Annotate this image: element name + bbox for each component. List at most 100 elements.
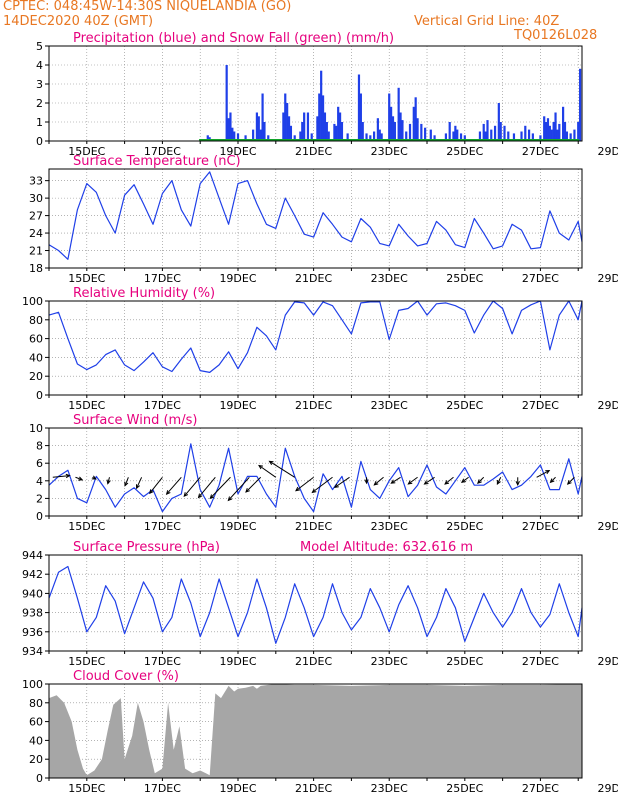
- x-tick-label: 17DEC: [144, 782, 181, 795]
- x-tick-label: 15DEC: [68, 655, 105, 668]
- precip-bar: [340, 122, 344, 141]
- x-tick-label: 23DEC: [371, 399, 408, 412]
- wind-arrow-head: [295, 486, 300, 492]
- precip-bar: [454, 125, 457, 141]
- precip-bar: [520, 131, 523, 141]
- y-tick-label: 20: [29, 370, 43, 383]
- wind-arrow-head: [515, 481, 520, 486]
- x-tick-label: 19DEC: [219, 145, 256, 158]
- precip-bar: [310, 133, 313, 141]
- precip-bar: [380, 133, 383, 141]
- snowfall-bar: [312, 139, 353, 141]
- panel-1: 0 1 2 3 4 5 15DEC 17DEC 19DEC 21DEC 23DEC 25DEC 27DE…: [36, 31, 618, 158]
- wind-arrow-head: [566, 480, 572, 485]
- precip-bar: [303, 112, 306, 141]
- panel-frame: [48, 168, 583, 269]
- precip-bar: [490, 129, 493, 141]
- precip-bar: [554, 112, 557, 141]
- precip-bar: [448, 122, 451, 141]
- x-tick-label: 19DEC: [219, 782, 256, 795]
- precip-bar: [365, 133, 368, 141]
- wind-arrow-head: [373, 481, 379, 486]
- precip-bar: [316, 116, 319, 141]
- precip-bar: [206, 135, 209, 141]
- precip-bar: [493, 125, 497, 141]
- precip-bar: [320, 70, 323, 141]
- panel-frame: [48, 427, 583, 517]
- precip-bar: [289, 125, 293, 141]
- wind-arrow: [136, 477, 143, 489]
- panel-title: Surface Wind (m/s): [73, 413, 197, 428]
- precip-bar: [286, 103, 289, 141]
- wind-arrow-head: [545, 470, 551, 475]
- wind-arrow: [166, 476, 182, 495]
- wind-arrow-head: [496, 479, 501, 486]
- wind-arrow-head: [477, 479, 482, 484]
- precip-bar: [486, 120, 489, 141]
- panel-5: 934 936 938 940 942 944 15DEC 17DEC 19DEC 21DEC 23…: [22, 540, 618, 668]
- precip-bar: [327, 131, 330, 141]
- snowfall-bar: [501, 139, 542, 141]
- precip-bar: [244, 135, 247, 141]
- y-tick-label: 938: [22, 607, 43, 620]
- wind-arrow: [444, 476, 454, 485]
- precip-bar: [548, 125, 551, 141]
- x-tick-label: 25DEC: [446, 655, 483, 668]
- precip-bar: [359, 93, 362, 141]
- y-tick-label: 936: [22, 626, 43, 639]
- precip-bar: [252, 129, 255, 141]
- precip-bar: [550, 129, 553, 141]
- precip-bar: [524, 125, 527, 141]
- x-tick-label: 19DEC: [219, 272, 256, 285]
- y-tick-label: 60: [29, 333, 43, 346]
- precip-bar: [318, 93, 321, 141]
- x-tick-label: 21DEC: [295, 782, 332, 795]
- precip-bar: [531, 133, 534, 141]
- x-tick-label: 23DEC: [371, 520, 408, 533]
- precip-bar: [306, 112, 310, 141]
- wind-arrow: [245, 476, 262, 493]
- panel-title: Surface Pressure (hPa): [73, 540, 220, 555]
- precip-bar: [424, 127, 427, 141]
- x-tick-label: 19DEC: [219, 399, 256, 412]
- wind-arrow: [424, 476, 435, 485]
- snowfall-bar: [388, 139, 429, 141]
- y-tick-label: 100: [22, 295, 43, 308]
- precip-bar: [573, 129, 576, 141]
- precip-bar: [408, 123, 412, 141]
- wind-arrow-head: [165, 490, 171, 495]
- precip-bar: [325, 122, 328, 141]
- wind-arrow-head: [444, 480, 450, 485]
- cloud-cover-area: [49, 684, 582, 778]
- wind-arrow: [258, 465, 277, 478]
- snowfall-bar: [236, 139, 277, 141]
- precip-bar: [512, 133, 516, 141]
- snowfall-bar: [274, 139, 315, 141]
- snowfall-bar: [425, 139, 466, 141]
- precip-bar: [456, 129, 459, 141]
- wind-arrow-head: [91, 475, 97, 480]
- x-tick-label: 17DEC: [144, 520, 181, 533]
- x-tick-label: 15DEC: [68, 145, 105, 158]
- y-tick-label: 33: [29, 175, 43, 188]
- x-tick-label: 21DEC: [295, 272, 332, 285]
- wind-arrow: [198, 476, 216, 498]
- precip-bar: [301, 122, 304, 141]
- precip-bar: [323, 112, 327, 141]
- precip-bar: [539, 135, 542, 141]
- precip-bar: [284, 93, 287, 141]
- precip-bar: [416, 118, 419, 141]
- precip-bar: [361, 122, 364, 141]
- precip-bar: [346, 133, 349, 141]
- precip-bar: [452, 131, 455, 141]
- y-tick-label: 60: [29, 716, 43, 729]
- precip-bar: [397, 87, 400, 141]
- precip-bar: [412, 106, 415, 141]
- precip-bar: [546, 118, 550, 141]
- y-tick-label: 1: [36, 116, 43, 129]
- series-line: [48, 443, 583, 513]
- x-tick-label: 25DEC: [446, 272, 483, 285]
- precip-bar: [236, 133, 240, 141]
- wind-arrow-head: [136, 484, 140, 490]
